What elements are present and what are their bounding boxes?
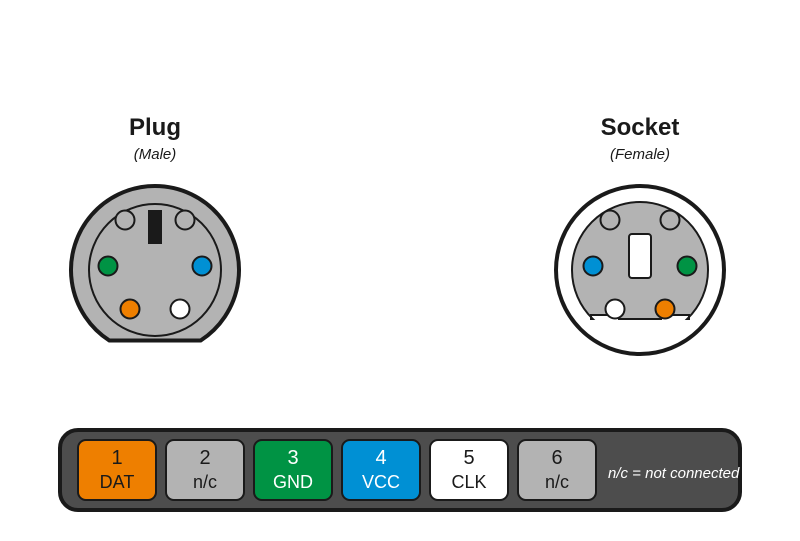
socket-pin-vcc (584, 257, 603, 276)
legend-name-6: n/c (545, 472, 569, 492)
plug-title: Plug (129, 114, 181, 141)
legend-item-gnd: 3 GND (254, 440, 332, 500)
legend-num-1: 1 (111, 447, 122, 469)
socket-subtitle: (Female) (610, 146, 670, 163)
legend-num-6: 6 (551, 447, 562, 469)
legend-num-4: 4 (375, 447, 386, 469)
plug-pin-vcc (193, 257, 212, 276)
plug-subtitle: (Male) (134, 146, 177, 163)
plug-pin-clk (171, 300, 190, 319)
plug-pin-nc2 (176, 211, 195, 230)
legend-name-5: CLK (451, 472, 486, 492)
legend-num-3: 3 (287, 447, 298, 469)
legend-name-2: n/c (193, 472, 217, 492)
socket-pin-nc2 (601, 211, 620, 230)
socket-pin-gnd (678, 257, 697, 276)
legend: 1 DAT 2 n/c 3 GND 4 VCC 5 CLK 6 n/c n/c = not connec… (60, 430, 740, 510)
legend-num-2: 2 (199, 447, 210, 469)
legend-item-dat: 1 DAT (78, 440, 156, 500)
socket-pin-dat (656, 300, 675, 319)
legend-name-3: GND (273, 472, 313, 492)
legend-item-vcc: 4 VCC (342, 440, 420, 500)
plug-connector (71, 186, 239, 341)
legend-name-1: DAT (100, 472, 135, 492)
socket-connector (556, 186, 724, 354)
socket-pin-nc1 (661, 211, 680, 230)
legend-item-nc: 2 n/c (166, 440, 244, 500)
socket-pin-clk (606, 300, 625, 319)
plug-pin-nc1 (116, 211, 135, 230)
plug-pin-dat (121, 300, 140, 319)
legend-item-clk: 5 CLK (430, 440, 508, 500)
plug-pin-gnd (99, 257, 118, 276)
legend-name-4: VCC (362, 472, 400, 492)
legend-num-5: 5 (463, 447, 474, 469)
legend-note: n/c = not connected (608, 465, 740, 482)
socket-title: Socket (601, 114, 680, 141)
legend-item-nc: 6 n/c (518, 440, 596, 500)
ps2-pinout-diagram: Plug (Male) Socket (Female) 1 DAT 2 n/c 3 GND 4 VCC… (0, 0, 800, 541)
